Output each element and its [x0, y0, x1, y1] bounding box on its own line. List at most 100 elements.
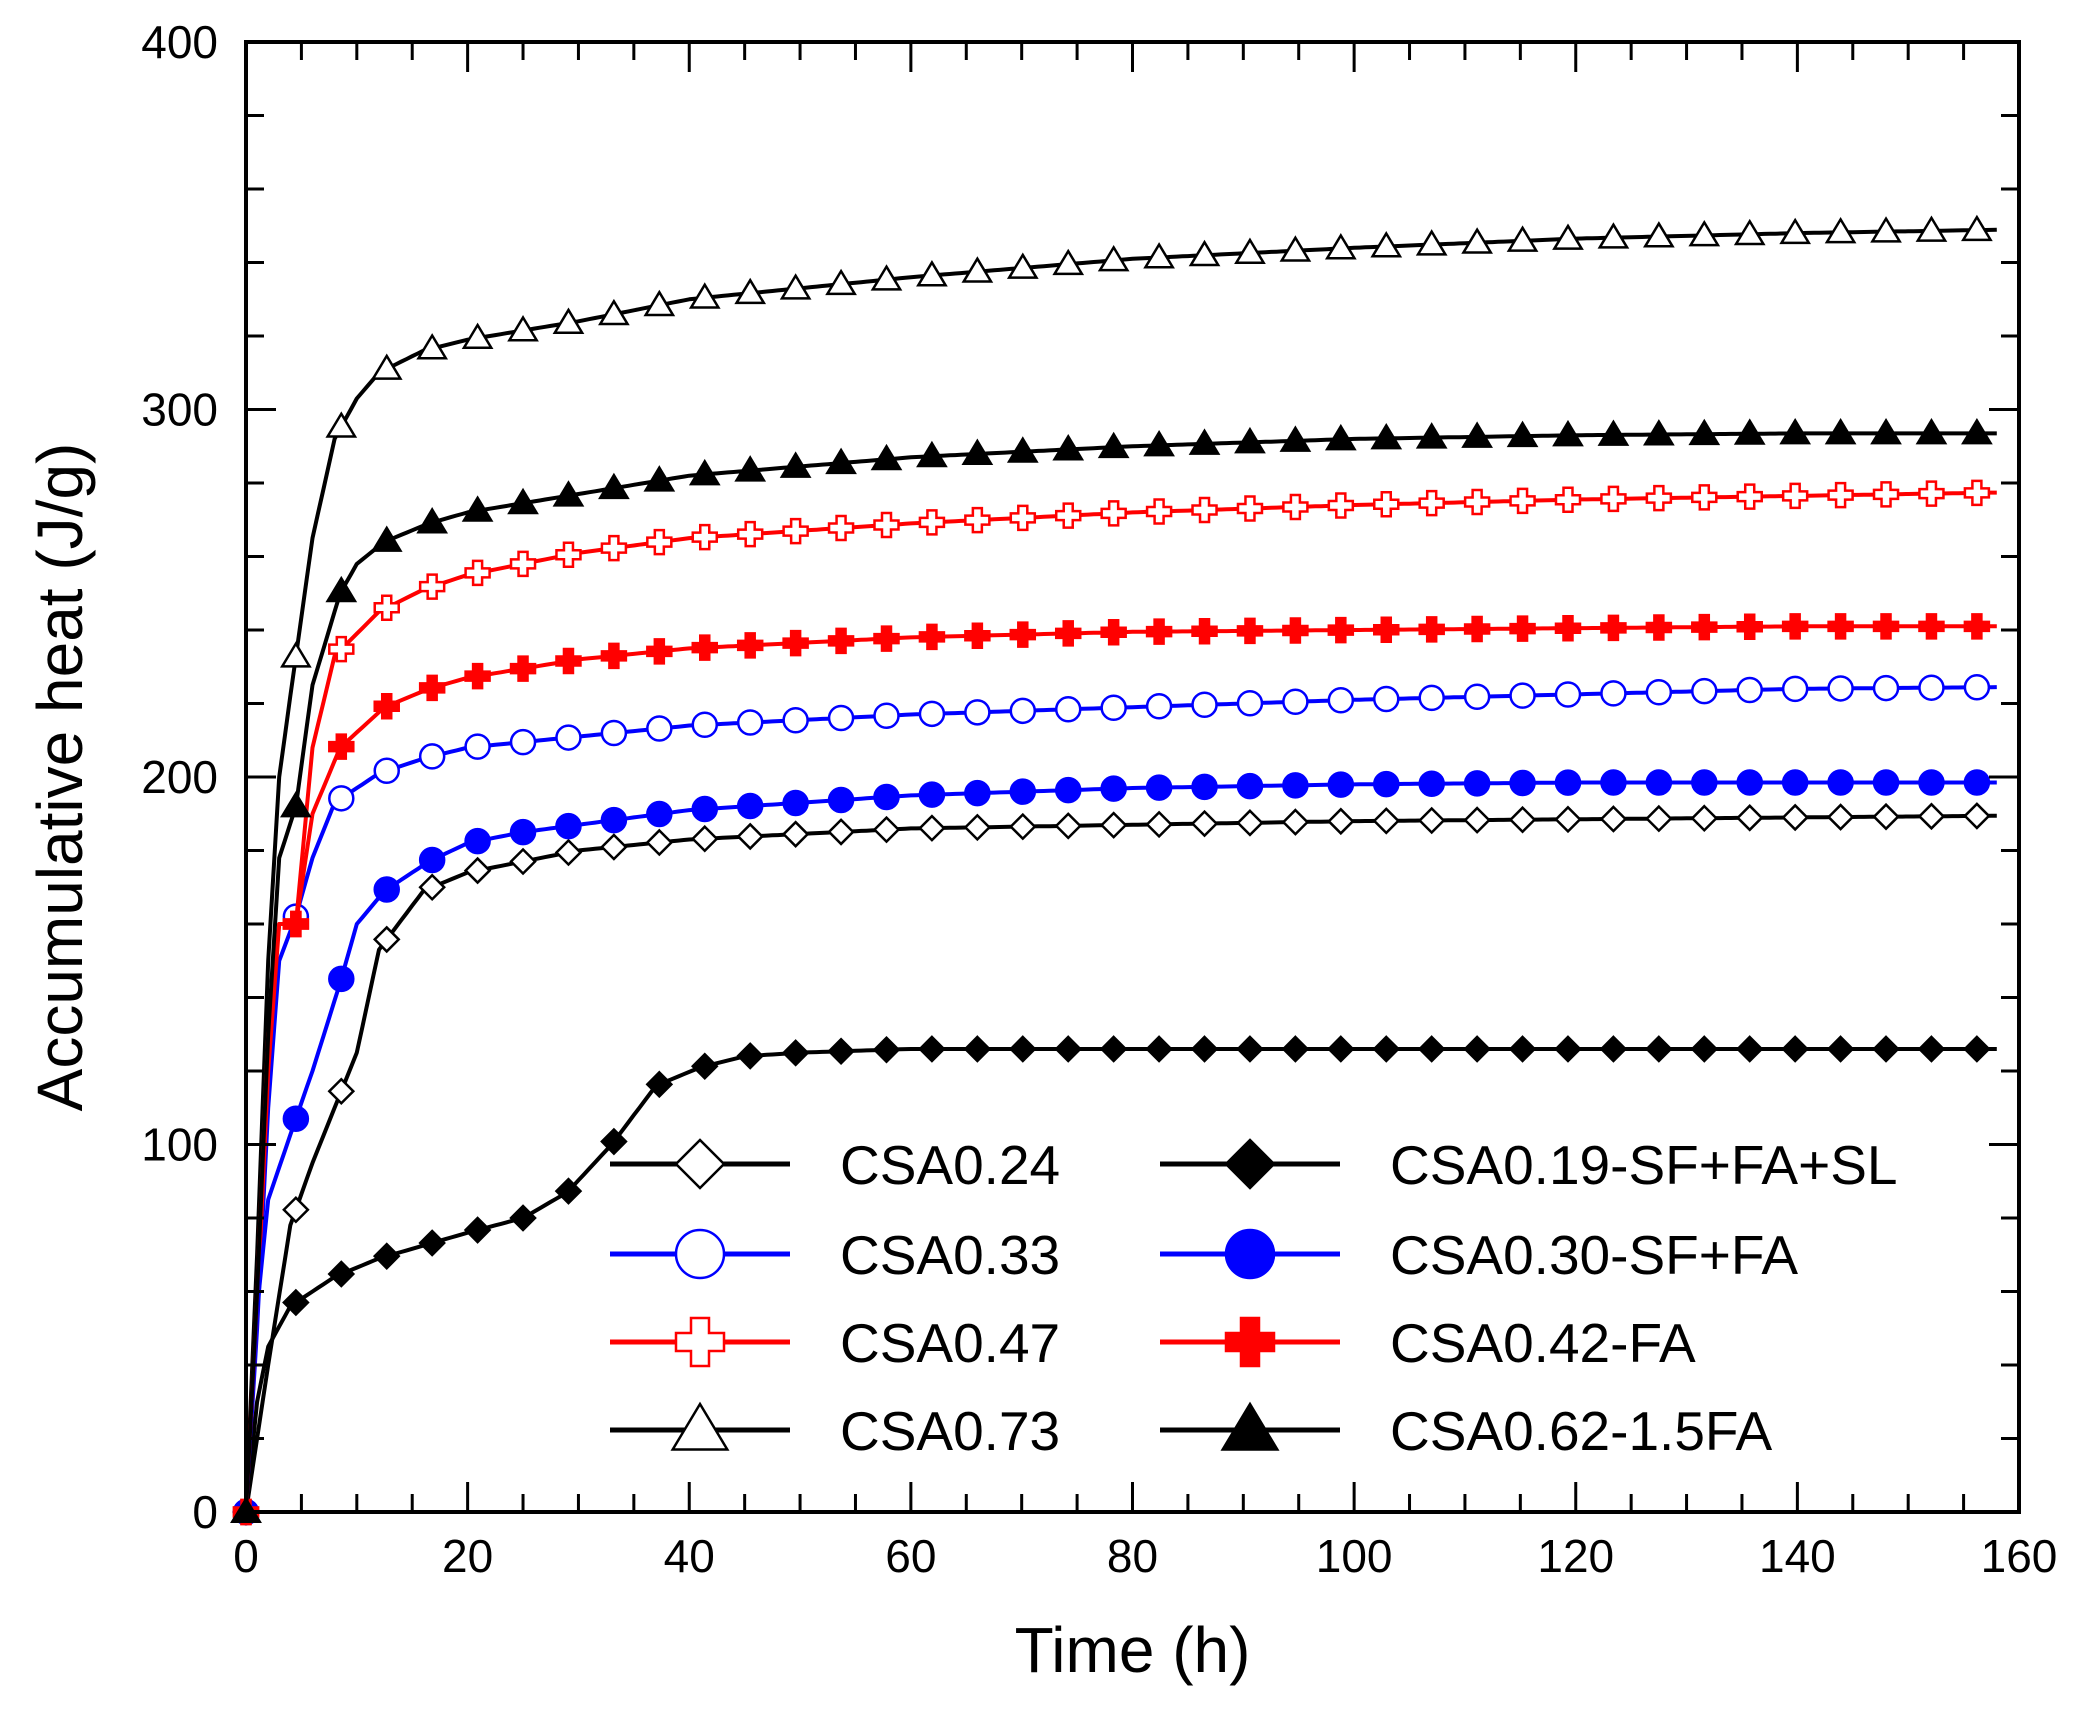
data-point: [870, 264, 903, 291]
data-point: [1826, 1035, 1855, 1063]
data-point: [1690, 1035, 1719, 1063]
data-point: [1736, 769, 1763, 796]
data-point: [1872, 1035, 1900, 1063]
data-point: [674, 1138, 726, 1190]
data-point: [372, 925, 401, 954]
data-point: [600, 642, 628, 670]
data-point: [825, 268, 857, 296]
x-tick-label: 160: [1981, 1530, 2058, 1582]
data-point: [872, 1035, 901, 1064]
data-point: [1872, 613, 1900, 640]
data-point: [670, 1401, 730, 1451]
data-point: [1373, 491, 1400, 518]
data-point: [691, 634, 719, 661]
data-point: [1373, 685, 1400, 713]
data-point: [1645, 678, 1673, 706]
data-point: [1506, 420, 1539, 448]
data-point: [1373, 616, 1400, 643]
data-point: [1643, 221, 1675, 248]
data-point: [1826, 803, 1855, 831]
data-point: [643, 289, 676, 317]
data-point: [1190, 1035, 1219, 1063]
data-point: [463, 1216, 492, 1244]
data-point: [1145, 1035, 1173, 1063]
data-point: [600, 833, 628, 861]
data-point: [1599, 1035, 1628, 1063]
data-point: [1145, 498, 1173, 525]
data-point: [555, 647, 582, 675]
data-point: [1691, 484, 1718, 511]
data-point: [1917, 1035, 1946, 1063]
data-point: [1463, 806, 1491, 834]
data-point: [418, 743, 446, 770]
data-point: [1963, 613, 1991, 640]
data-point: [1872, 769, 1900, 796]
legend-label: CSA0.30-SF+FA: [1390, 1224, 1798, 1286]
data-point: [1236, 1035, 1264, 1063]
data-point: [1735, 804, 1764, 832]
data-point: [1552, 223, 1584, 250]
data-point: [1690, 804, 1719, 832]
data-point: [1463, 683, 1491, 711]
data-point: [1463, 615, 1491, 643]
data-point: [1827, 769, 1854, 796]
data-point: [827, 818, 855, 846]
data-point: [736, 632, 764, 659]
data-point: [1279, 425, 1312, 452]
legend: CSA0.24 CSA0.33 CSA0.47 CSA0.73 CSA0.19-SF+F…: [610, 1134, 1898, 1462]
data-point: [507, 315, 539, 342]
data-point: [418, 674, 446, 702]
data-point: [916, 260, 948, 287]
legend-label: CSA0.19-SF+FA+SL: [1390, 1134, 1898, 1196]
data-point: [1688, 219, 1721, 247]
data-point: [1781, 1035, 1809, 1063]
data-point: [1827, 675, 1854, 702]
data-point: [280, 641, 312, 668]
data-point: [1963, 802, 1991, 830]
data-point: [736, 822, 764, 851]
data-point: [1191, 773, 1218, 801]
data-point: [918, 1035, 946, 1063]
data-point: [1733, 218, 1766, 246]
data-point: [509, 550, 537, 578]
data-point: [328, 635, 355, 663]
data-point: [327, 1260, 356, 1288]
data-point: [1597, 419, 1630, 446]
legend-label: CSA0.62-1.5FA: [1390, 1400, 1772, 1462]
data-point: [373, 594, 400, 622]
x-tick-label: 60: [885, 1530, 936, 1582]
series-CSA0.42-FA: [232, 613, 1997, 1526]
data-point: [600, 806, 628, 834]
data-point: [1779, 417, 1812, 445]
data-point: [1281, 1035, 1310, 1063]
data-point: [1100, 619, 1127, 646]
data-point: [873, 783, 900, 811]
data-point: [1781, 675, 1809, 703]
data-point: [918, 623, 946, 651]
data-point: [1827, 613, 1854, 640]
data-point: [552, 307, 585, 334]
data-point: [688, 458, 721, 486]
y-tick-label: 400: [141, 16, 218, 68]
data-point: [1600, 769, 1627, 796]
data-point: [1054, 812, 1082, 840]
data-point: [1827, 481, 1854, 509]
data-point: [1327, 807, 1355, 836]
data-point: [1554, 769, 1582, 796]
data-point: [1188, 428, 1221, 455]
data-point: [282, 1105, 310, 1133]
legend-label: CSA0.73: [840, 1400, 1060, 1462]
data-point: [1918, 769, 1945, 796]
data-point: [645, 828, 674, 857]
data-point: [554, 838, 583, 867]
data-point: [1006, 252, 1039, 279]
data-point: [1554, 486, 1582, 513]
data-point: [1282, 617, 1309, 644]
data-point: [327, 1077, 356, 1105]
data-point: [1327, 1035, 1355, 1063]
data-point: [1509, 769, 1536, 797]
data-point: [1824, 417, 1857, 445]
data-point: [1915, 215, 1948, 242]
data-point: [1418, 489, 1445, 517]
data-point: [1463, 770, 1491, 797]
